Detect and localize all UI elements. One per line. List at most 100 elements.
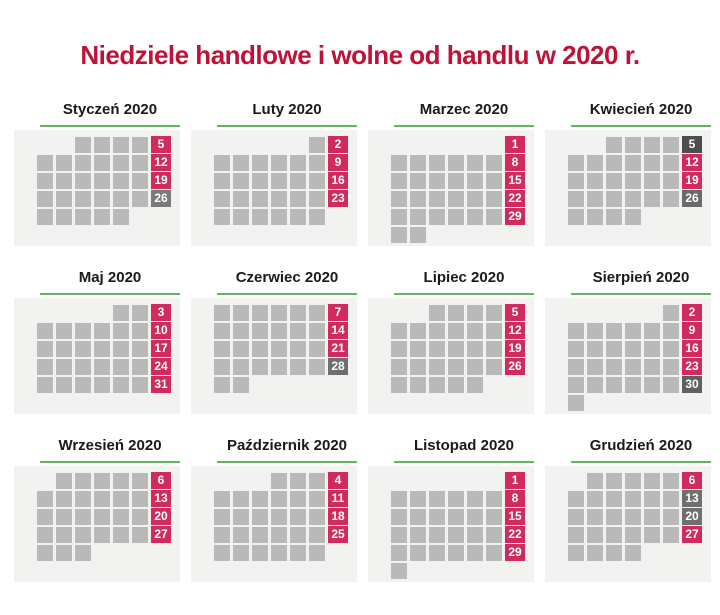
weekday-square <box>410 359 426 375</box>
weekday-square <box>233 509 249 525</box>
month-block: Marzec 2020 1 8 15 22 29 <box>368 101 534 246</box>
weekday-square <box>56 377 72 393</box>
weekday-square <box>568 209 584 225</box>
week-offset-spacer <box>391 305 429 321</box>
week-row: 31 <box>37 376 180 395</box>
month-title: Styczeń 2020 <box>62 101 158 118</box>
weekday-square <box>132 155 148 171</box>
sunday-free-cell: 11 <box>328 490 348 507</box>
week-row: 17 <box>37 340 180 359</box>
weekday-square <box>75 527 91 543</box>
weekday-square <box>486 359 502 375</box>
weekday-square <box>75 209 91 225</box>
week-row: 5 <box>37 136 180 155</box>
weekday-square <box>606 209 622 225</box>
month-title: Luty 2020 <box>252 101 322 118</box>
weekday-square <box>429 491 445 507</box>
weekday-square <box>410 377 426 393</box>
weekday-square <box>94 209 110 225</box>
weekday-square <box>233 155 249 171</box>
month-header: Czerwiec 2020 <box>217 269 357 295</box>
weekday-square <box>429 377 445 393</box>
weekday-square <box>625 209 641 225</box>
months-grid: Styczeń 2020 5 12 19 26 Luty 2020 2 9 16 23 Marzec… <box>14 101 720 582</box>
weekday-square <box>94 473 110 489</box>
sunday-free-cell: 5 <box>151 136 171 153</box>
weekday-square <box>271 473 287 489</box>
weekday-square <box>391 491 407 507</box>
week-row <box>568 395 711 413</box>
weekday-square <box>625 323 641 339</box>
weekday-square <box>252 527 268 543</box>
week-row: 14 <box>214 322 357 341</box>
month-header: Listopad 2020 <box>394 437 534 463</box>
weekday-square <box>214 323 230 339</box>
week-offset-spacer <box>214 137 309 153</box>
weekday-square <box>37 209 53 225</box>
weekday-square <box>606 377 622 393</box>
sunday-trading-cell: 30 <box>682 376 702 393</box>
sunday-free-cell: 25 <box>328 526 348 543</box>
weekday-square <box>94 359 110 375</box>
week-row: 9 <box>214 154 357 173</box>
month-calendar-panel: 1 8 15 22 29 <box>368 466 534 582</box>
weekday-square <box>75 491 91 507</box>
weekday-square <box>214 545 230 561</box>
weekday-square <box>467 509 483 525</box>
weekday-square <box>252 305 268 321</box>
month-block: Grudzień 2020 6 13 20 27 <box>545 437 711 582</box>
week-offset-spacer <box>37 305 113 321</box>
weekday-square <box>467 323 483 339</box>
sunday-free-cell: 12 <box>682 154 702 171</box>
month-block: Listopad 2020 1 8 15 22 29 <box>368 437 534 582</box>
weekday-square <box>568 359 584 375</box>
weekday-square <box>290 509 306 525</box>
weekday-square <box>448 155 464 171</box>
weekday-square <box>486 545 502 561</box>
sunday-free-cell: 31 <box>151 376 171 393</box>
week-row: 24 <box>37 358 180 377</box>
week-row: 18 <box>214 508 357 527</box>
weekday-square <box>56 191 72 207</box>
weekday-square <box>625 509 641 525</box>
month-underline <box>571 125 711 127</box>
weekday-square <box>37 341 53 357</box>
weekday-square <box>625 155 641 171</box>
weekday-square <box>290 155 306 171</box>
week-row: 2 <box>568 304 711 323</box>
month-title: Maj 2020 <box>78 269 142 286</box>
weekday-square <box>309 191 325 207</box>
weekday-square <box>290 359 306 375</box>
month-header: Lipiec 2020 <box>394 269 534 295</box>
weekday-square <box>606 137 622 153</box>
weekday-square <box>233 359 249 375</box>
weekday-square <box>94 491 110 507</box>
sunday-free-cell: 5 <box>505 304 525 321</box>
weekday-square <box>309 359 325 375</box>
weekday-square <box>625 137 641 153</box>
sunday-trading-cell: 13 <box>682 490 702 507</box>
month-underline <box>571 461 711 463</box>
weekday-square <box>486 209 502 225</box>
weekday-square <box>113 509 129 525</box>
month-block: Czerwiec 2020 7 14 21 28 <box>191 269 357 414</box>
weekday-square <box>467 527 483 543</box>
weekday-square <box>568 527 584 543</box>
weekday-square <box>290 545 306 561</box>
weekday-square <box>309 209 325 225</box>
sunday-free-cell: 14 <box>328 322 348 339</box>
week-offset-spacer <box>391 473 505 489</box>
month-calendar-panel: 5 12 19 26 <box>545 130 711 246</box>
weekday-square <box>467 359 483 375</box>
sunday-trading-cell: 26 <box>682 190 702 207</box>
week-offset-spacer <box>568 473 587 489</box>
weekday-square <box>644 173 660 189</box>
month-calendar-panel: 5 12 19 26 <box>368 298 534 414</box>
sunday-free-cell: 6 <box>151 472 171 489</box>
weekday-square <box>410 341 426 357</box>
weekday-square <box>113 527 129 543</box>
weekday-square <box>214 377 230 393</box>
weekday-square <box>587 341 603 357</box>
sunday-free-cell: 12 <box>505 322 525 339</box>
weekday-square <box>56 473 72 489</box>
